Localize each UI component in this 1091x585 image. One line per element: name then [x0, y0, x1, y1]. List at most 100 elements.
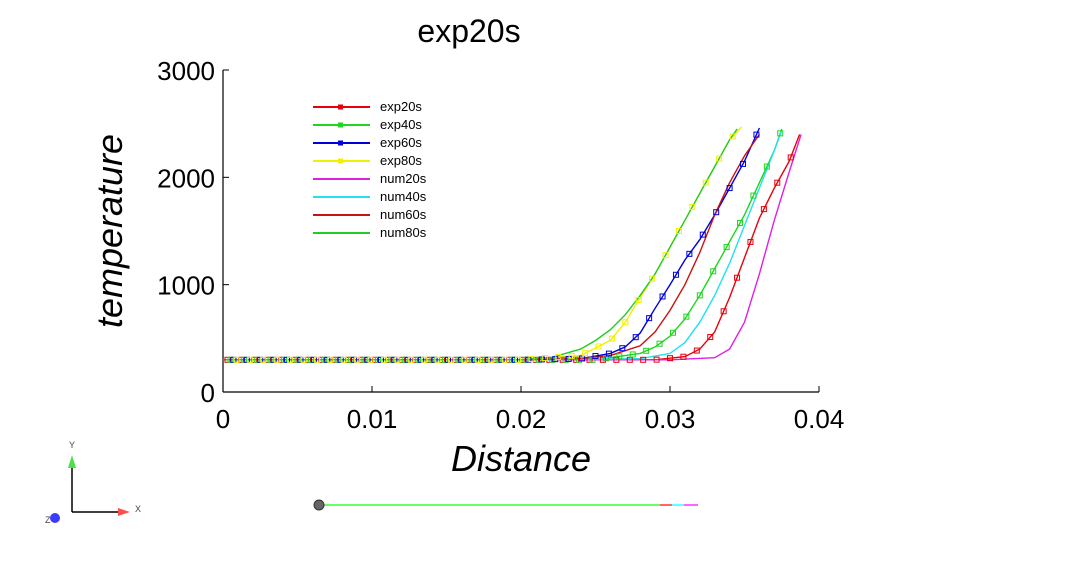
series-marker-exp20s: [680, 353, 687, 360]
series-marker-exp80s: [260, 356, 267, 363]
legend-marker: [338, 158, 343, 164]
axes-orientation-triad: X Y Z: [45, 440, 141, 525]
triad-z-axis-icon: [50, 513, 60, 523]
legend-entry-exp20s: exp20s: [313, 99, 422, 114]
legend-label: exp60s: [380, 135, 422, 150]
legend-label: exp20s: [380, 99, 422, 114]
series-marker-exp80s: [649, 275, 656, 282]
axis-ticks: 0 0.01 0.02 0.03 0.04 0 1000 2000 3000: [157, 56, 844, 434]
series-marker-exp40s: [710, 268, 717, 275]
series-marker-exp80s: [340, 356, 347, 363]
x-tick-label: 0.02: [496, 404, 547, 434]
series-marker-exp40s: [737, 219, 744, 226]
series-marker-exp60s: [619, 345, 626, 352]
series-marker-exp60s: [686, 250, 693, 257]
legend-label: num40s: [380, 189, 427, 204]
y-tick-label: 0: [201, 378, 215, 408]
series-marker-exp40s: [656, 340, 663, 347]
legend-entry-num40s: num40s: [313, 189, 427, 204]
legend-entry-num80s: num80s: [313, 225, 427, 240]
series-marker-exp80s: [528, 356, 535, 363]
series-marker-exp20s: [707, 334, 714, 341]
series-line-exp80s: [223, 126, 743, 361]
triad-z-label: Z: [45, 515, 51, 525]
series-marker-exp80s: [702, 179, 709, 186]
series-marker-exp40s: [629, 351, 636, 358]
series-marker-exp80s: [380, 356, 387, 363]
chart-title: exp20s: [417, 13, 520, 49]
legend-label: num20s: [380, 171, 427, 186]
legend-entry-num20s: num20s: [313, 171, 427, 186]
legend-label: num80s: [380, 225, 427, 240]
series-marker-exp80s: [407, 356, 414, 363]
triad-y-arrow-icon: [68, 455, 76, 468]
series-marker-exp40s: [696, 292, 703, 299]
series-marker-exp60s: [646, 315, 653, 322]
series-marker-exp40s: [750, 192, 757, 199]
x-tick-label: 0: [216, 404, 230, 434]
y-tick-label: 2000: [157, 163, 215, 193]
series-marker-exp80s: [582, 350, 589, 357]
y-tick-label: 3000: [157, 56, 215, 86]
series-marker-exp80s: [287, 356, 294, 363]
series-marker-exp20s: [787, 154, 794, 161]
series-marker-exp60s: [659, 293, 666, 300]
series-marker-exp60s: [672, 271, 679, 278]
series-marker-exp20s: [653, 356, 660, 363]
series-marker-exp80s: [367, 356, 374, 363]
x-tick-label: 0.03: [645, 404, 696, 434]
series-lines: [223, 126, 802, 361]
y-tick-label: 1000: [157, 271, 215, 301]
series-marker-exp60s: [753, 131, 760, 138]
series-marker-exp80s: [729, 133, 736, 140]
legend-entry-exp80s: exp80s: [313, 153, 422, 168]
series-marker-exp60s: [699, 231, 706, 238]
series-marker-exp20s: [734, 274, 741, 281]
x-tick-label: 0.01: [347, 404, 398, 434]
series-marker-exp80s: [246, 356, 253, 363]
series-marker-exp60s: [632, 334, 639, 341]
series-marker-exp20s: [720, 308, 727, 315]
series-marker-exp60s: [605, 350, 612, 357]
series-marker-exp20s: [667, 355, 673, 362]
series-marker-exp20s: [760, 206, 767, 213]
series-marker-exp80s: [568, 353, 575, 360]
x-axis-label: Distance: [451, 438, 591, 479]
legend: exp20s exp40s exp60s exp80s num20s num40s num6…: [313, 99, 427, 240]
legend-marker: [338, 140, 343, 146]
series-marker-exp40s: [683, 313, 690, 320]
series-marker-exp80s: [662, 252, 669, 259]
series-marker-exp80s: [501, 356, 508, 363]
y-axis-label: temperature: [89, 134, 130, 328]
series-marker-exp80s: [635, 297, 642, 304]
series-marker-exp60s: [592, 353, 599, 360]
probe-line-bar: [313, 499, 698, 511]
x-tick-label: 0.04: [794, 404, 845, 434]
series-marker-exp80s: [689, 203, 696, 210]
legend-marker: [338, 104, 343, 110]
probe-point-handle[interactable]: [313, 499, 325, 511]
series-marker-exp60s: [726, 185, 733, 192]
triad-x-arrow-icon: [118, 508, 130, 516]
series-marker-exp40s: [616, 353, 623, 360]
series-marker-exp80s: [675, 228, 682, 234]
series-marker-exp60s: [713, 209, 720, 216]
series-marker-exp40s: [643, 347, 650, 354]
triad-y-label: Y: [69, 440, 75, 450]
series-marker-exp40s: [723, 244, 730, 251]
plot-area: 0 0.01 0.02 0.03 0.04 0 1000 2000 3000: [157, 56, 844, 434]
series-marker-exp20s: [747, 238, 754, 245]
series-line-num40s: [223, 129, 783, 361]
series-marker-exp20s: [640, 356, 647, 363]
series-marker-exp40s: [669, 329, 676, 336]
legend-entry-exp40s: exp40s: [313, 117, 422, 132]
series-marker-exp80s: [434, 356, 441, 363]
series-marker-exp40s: [763, 163, 770, 170]
series-marker-exp80s: [474, 356, 481, 363]
legend-label: exp40s: [380, 117, 422, 132]
series-marker-exp80s: [300, 356, 307, 363]
series-marker-exp80s: [716, 155, 723, 162]
series-marker-exp80s: [541, 355, 548, 362]
series-marker-exp80s: [555, 354, 562, 361]
